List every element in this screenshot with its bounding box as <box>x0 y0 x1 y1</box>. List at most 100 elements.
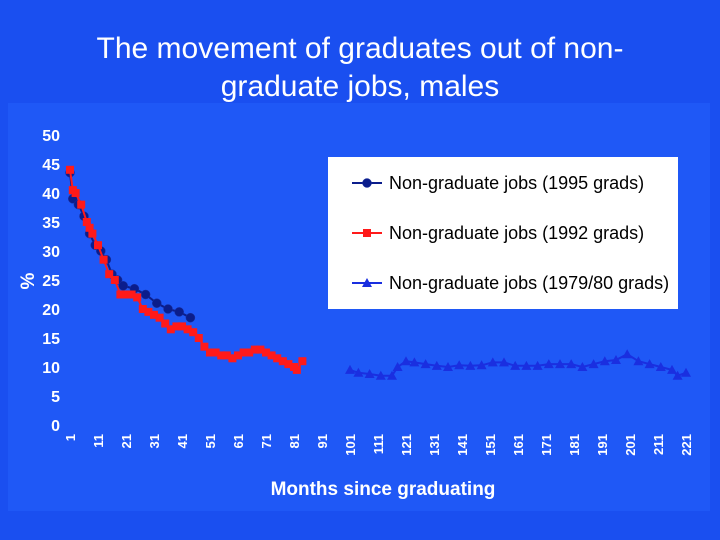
data-point <box>465 360 476 370</box>
legend-label: Non-graduate jobs (1995 grads) <box>389 173 644 193</box>
data-point <box>163 304 173 314</box>
slide-title: The movement of graduates out of non- gr… <box>40 30 680 106</box>
data-point <box>599 356 610 366</box>
data-point <box>392 362 403 371</box>
y-tick-label: 20 <box>42 302 60 319</box>
data-point <box>228 354 237 363</box>
x-tick-label: 181 <box>567 434 582 456</box>
x-tick-label: 71 <box>259 434 274 448</box>
data-point <box>278 357 287 366</box>
data-point <box>194 334 203 342</box>
data-point <box>88 229 97 238</box>
data-point <box>353 367 364 377</box>
slide-title-line-2: graduate jobs, males <box>220 70 500 103</box>
x-tick-label: 141 <box>455 434 470 456</box>
x-tick-label: 61 <box>231 434 246 448</box>
x-tick-label: 11 <box>91 434 106 448</box>
x-axis-label: Months since graduating <box>271 479 496 500</box>
data-point <box>543 359 554 369</box>
series-2 <box>66 165 307 374</box>
data-point <box>611 355 621 365</box>
x-tick-label: 101 <box>343 434 358 456</box>
data-point <box>499 357 509 367</box>
data-point <box>105 270 114 279</box>
x-tick-label: 111 <box>371 434 386 454</box>
x-tick-label: 171 <box>539 434 554 456</box>
data-point <box>375 370 386 380</box>
x-tick-label: 151 <box>483 434 498 456</box>
data-point <box>222 351 231 360</box>
data-point <box>127 290 136 299</box>
data-point <box>250 345 259 354</box>
data-point <box>345 364 355 374</box>
chart-panel: 0 5 10 15 20 25 30 35 40 45 50 1 11 21 31 41 51 61 71 81 91 1… <box>8 103 710 511</box>
legend-marker <box>362 178 372 188</box>
data-point <box>183 325 192 334</box>
legend-entry-3: Non-graduate jobs (1979/80 grads) <box>352 273 669 293</box>
y-axis-label: % <box>18 272 39 289</box>
data-point <box>284 360 293 369</box>
x-tick-label: 161 <box>511 434 526 456</box>
data-point <box>672 370 683 380</box>
x-tick-label: 221 <box>679 434 694 456</box>
series-layer <box>65 165 691 380</box>
data-point <box>172 322 181 331</box>
data-point <box>644 359 655 369</box>
data-point <box>85 223 94 232</box>
x-tick-label: 211 <box>651 434 666 455</box>
data-point <box>116 290 125 299</box>
data-point <box>476 360 487 370</box>
data-point <box>118 281 128 291</box>
data-point <box>622 349 633 359</box>
data-point <box>532 360 543 370</box>
data-point <box>298 357 307 366</box>
y-tick-label: 0 <box>51 418 60 435</box>
data-point <box>211 348 220 357</box>
data-point <box>364 368 375 378</box>
data-point <box>239 348 248 357</box>
data-point <box>77 200 86 209</box>
data-point <box>144 307 153 316</box>
x-tick-label: 131 <box>427 434 442 456</box>
data-point <box>185 312 196 323</box>
data-point <box>234 351 242 360</box>
data-point <box>122 290 130 299</box>
legend-marker <box>362 278 372 287</box>
y-tick-label: 5 <box>51 389 60 406</box>
data-point <box>566 359 577 369</box>
data-point <box>667 364 677 374</box>
data-point <box>71 189 80 197</box>
y-tick-label: 35 <box>42 215 60 232</box>
y-tick-label: 45 <box>42 157 60 174</box>
data-point <box>150 310 158 319</box>
data-point <box>174 307 184 317</box>
data-point <box>267 351 276 360</box>
data-point <box>138 305 147 313</box>
data-point <box>178 322 186 331</box>
x-tick-label: 191 <box>595 434 610 456</box>
data-point <box>262 348 270 357</box>
data-point <box>140 289 151 300</box>
data-point <box>577 362 588 371</box>
data-point <box>166 325 175 334</box>
x-tick-label: 31 <box>147 434 162 448</box>
series-3 <box>345 349 691 380</box>
y-tick-label: 50 <box>42 128 60 145</box>
x-tick-label: 21 <box>119 434 134 448</box>
data-point <box>387 370 397 380</box>
x-tick-label: 1 <box>63 434 78 441</box>
data-point <box>555 359 565 369</box>
data-point <box>588 359 599 369</box>
data-point <box>454 360 465 370</box>
data-point <box>200 342 209 351</box>
series-line <box>69 169 304 372</box>
x-tick-label: 201 <box>623 434 638 456</box>
legend-entry-2: Non-graduate jobs (1992 grads) <box>352 223 644 243</box>
data-point <box>152 298 162 308</box>
data-point <box>217 351 226 360</box>
legend-entry-1: Non-graduate jobs (1995 grads) <box>352 173 644 193</box>
legend: Non-graduate jobs (1995 grads) Non-gradua… <box>328 157 678 309</box>
legend-label: Non-graduate jobs (1979/80 grads) <box>389 273 669 293</box>
y-tick-label: 25 <box>42 273 60 290</box>
